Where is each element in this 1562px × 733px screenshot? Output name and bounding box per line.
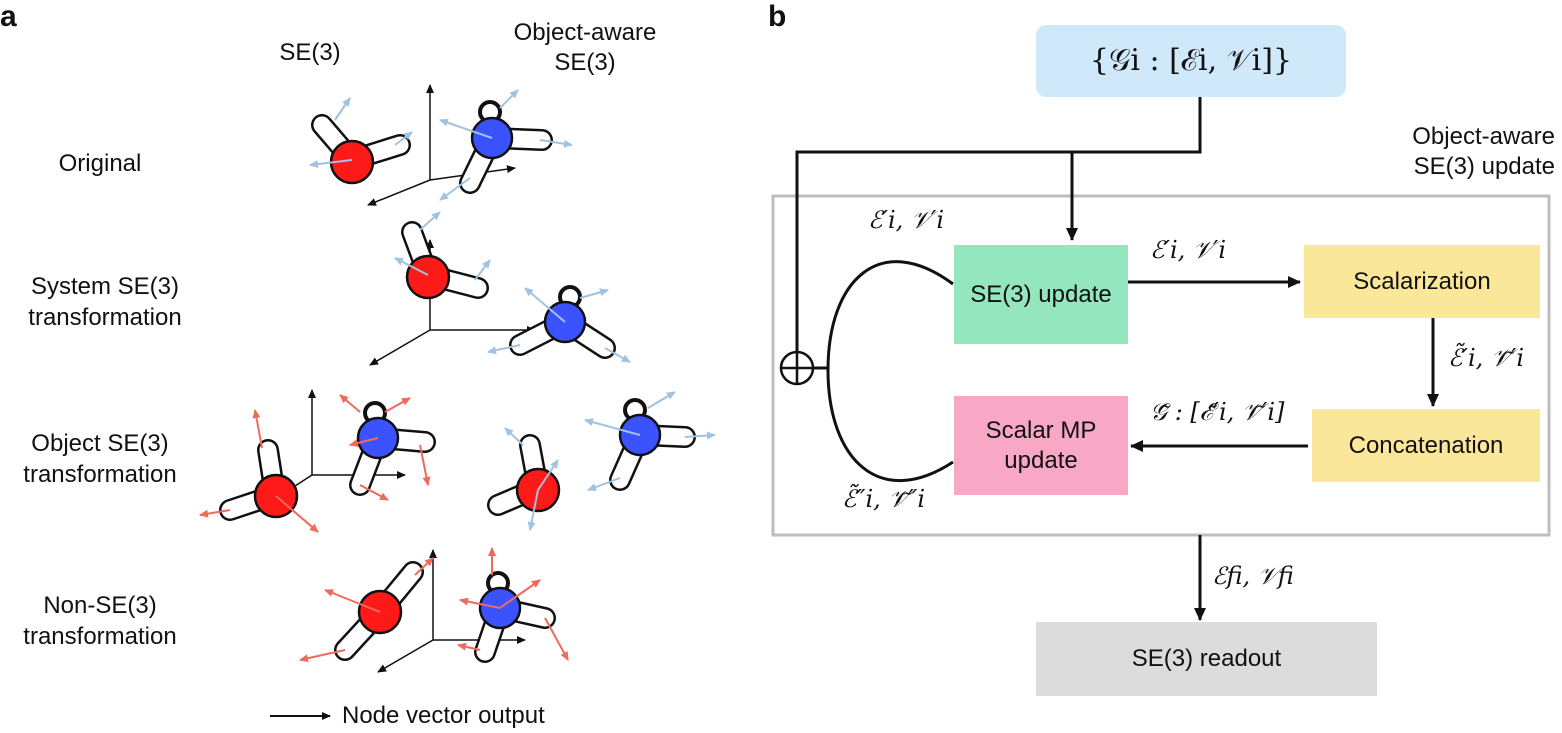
panel-b-label: b xyxy=(768,0,787,33)
panel-a-label: a xyxy=(0,0,17,33)
label-loop-out: ℰ̃″i, 𝒱̃″i xyxy=(842,485,926,513)
row-label-original: Original xyxy=(58,150,142,177)
column-header-se3: SE(3) xyxy=(279,39,341,66)
residual-connector xyxy=(795,97,1202,352)
column-header-object-aware: Object-aware SE(3) xyxy=(513,19,657,76)
water-molecule-original xyxy=(309,97,413,185)
label-se3-to-scalarization: ℰ′i, 𝒱′i xyxy=(1150,236,1227,264)
water-molecule-object-blue xyxy=(487,427,561,531)
scalarization-box: Scalarization xyxy=(1304,245,1540,318)
concatenation-box: Concatenation xyxy=(1312,409,1540,482)
water-molecule-system xyxy=(394,211,491,300)
loop-curve xyxy=(826,260,954,483)
label-scalarization-to-concatenation: ℰ̃′i, 𝒱̃′i xyxy=(1448,344,1525,372)
ammonia-molecule-object-blue xyxy=(584,391,716,491)
water-molecule-non-se3 xyxy=(299,557,434,663)
se3-update-box: SE(3) update xyxy=(954,245,1128,344)
ammonia-molecule-object-red xyxy=(339,394,436,501)
row-label-non-se3: Non-SE(3) transformation xyxy=(23,592,177,650)
row-label-system: System SE(3) transformation xyxy=(28,273,182,331)
update-block-title: Object-aware SE(3) update xyxy=(1412,123,1555,180)
legend-label: Node vector output xyxy=(342,702,545,729)
ammonia-molecule-non-se3 xyxy=(457,547,569,663)
input-graph-box: {𝒢i : [ℰi, 𝒱i]} xyxy=(1036,25,1346,97)
row-label-object: Object SE(3) transformation xyxy=(23,430,177,488)
water-molecule-object-red xyxy=(199,409,319,533)
update-block-frame xyxy=(771,194,1551,537)
scalar-mp-update-box: Scalar MP update xyxy=(954,396,1128,495)
ammonia-molecule-system xyxy=(487,285,631,363)
se3-readout-box: SE(3) readout xyxy=(1036,622,1377,696)
ammonia-molecule-original xyxy=(439,89,573,201)
label-loop-in: ℰ′i, 𝒱′i xyxy=(868,206,945,234)
label-readout-edge: ℰfi, 𝒱fi xyxy=(1212,562,1294,590)
label-concatenation-to-mp: 𝒢̃ : [ℰ̃′i, 𝒱̃′i] xyxy=(1150,398,1285,426)
